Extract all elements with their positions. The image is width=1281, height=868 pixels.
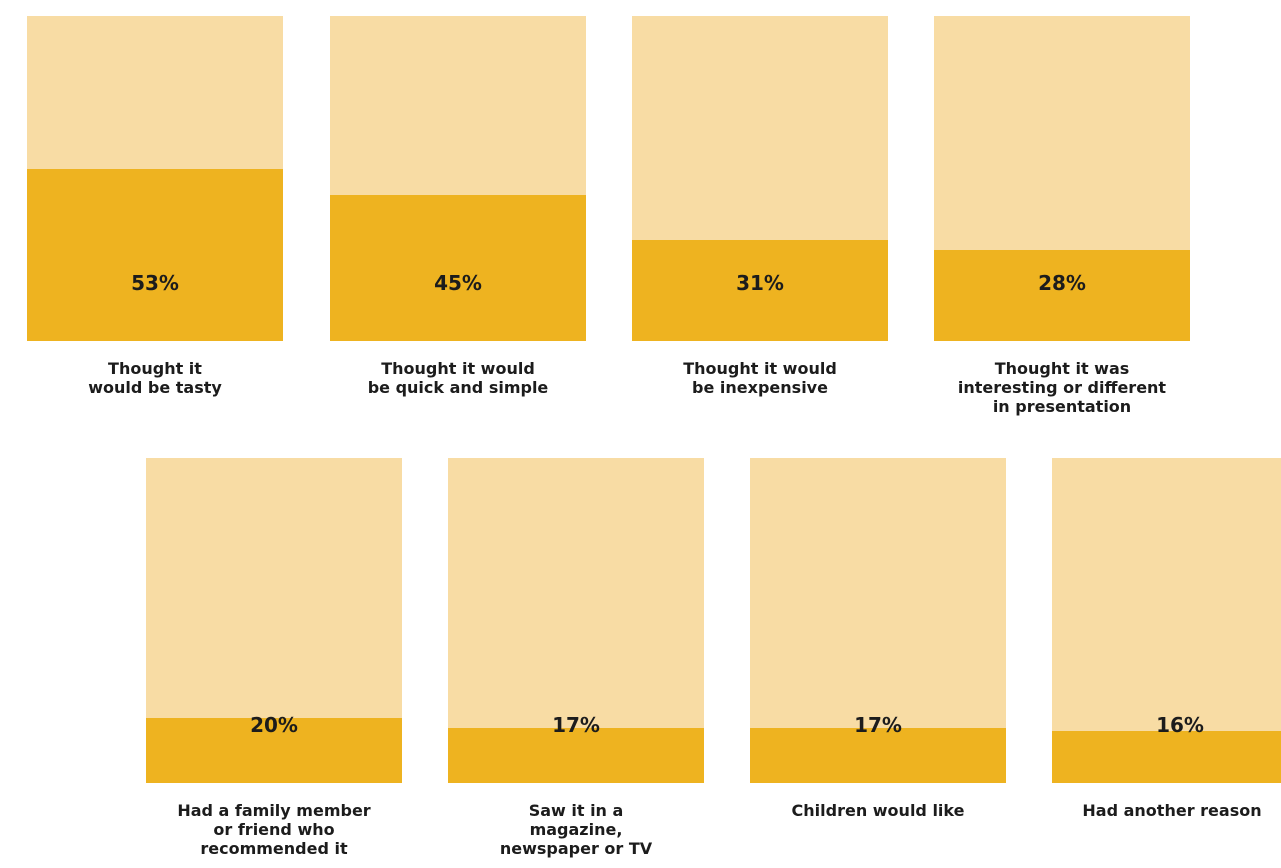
bar-category-label: Had a family member or friend who recomm…	[177, 801, 371, 858]
bar-fill	[1052, 731, 1281, 783]
bar-track: 28%	[934, 16, 1190, 341]
bar-fill	[146, 718, 402, 783]
bar-category-label: Thought it would be tasty	[88, 359, 222, 397]
bar-value-label: 20%	[250, 713, 298, 737]
bar-value-label: 17%	[552, 713, 600, 737]
bar-category-label: Thought it would be inexpensive	[683, 359, 837, 397]
bar-value-label: 28%	[1038, 271, 1086, 295]
bar-value-label: 45%	[434, 271, 482, 295]
bar-value-label: 31%	[736, 271, 784, 295]
bar-track: 31%	[632, 16, 888, 341]
bar-category-label: Had another reason	[1082, 801, 1262, 820]
bar-category-label: Thought it was interesting or different …	[957, 359, 1167, 416]
bar-track: 20%	[146, 458, 402, 783]
bar-category-label: Saw it in a magazine, newspaper or TV	[499, 801, 653, 858]
bar-fill	[448, 728, 704, 783]
bar-fill	[27, 169, 283, 341]
bar-fill	[330, 195, 586, 341]
bar-value-label: 16%	[1156, 713, 1204, 737]
bar-fill	[934, 250, 1190, 341]
bar-background	[1052, 458, 1281, 783]
bar-track: 45%	[330, 16, 586, 341]
bar-value-label: 53%	[131, 271, 179, 295]
bar-category-label: Thought it would be quick and simple	[367, 359, 549, 397]
bar-track: 16%	[1052, 458, 1281, 783]
bar-track: 53%	[27, 16, 283, 341]
bar-fill	[632, 240, 888, 341]
bar-category-label: Children would like	[791, 801, 965, 820]
bar-fill	[750, 728, 1006, 783]
bar-track: 17%	[750, 458, 1006, 783]
bar-track: 17%	[448, 458, 704, 783]
bar-value-label: 17%	[854, 713, 902, 737]
